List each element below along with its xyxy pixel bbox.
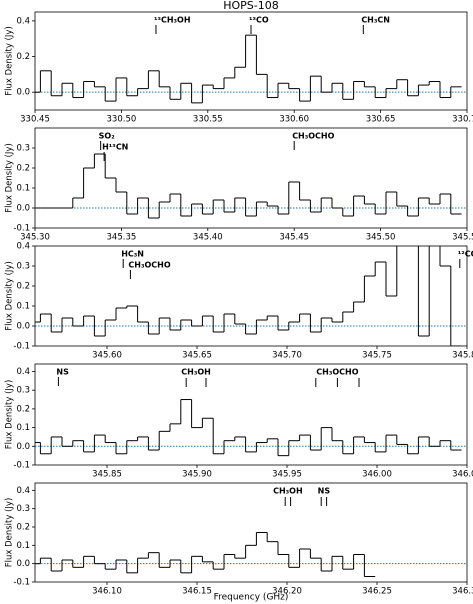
y-tick-label: 0.0	[16, 322, 30, 332]
line-label: ¹³CO	[249, 16, 269, 25]
line-label: CH₃CN	[361, 16, 390, 25]
axes-frame	[34, 245, 468, 347]
x-tick-label: 330.45	[20, 115, 50, 125]
y-tick-label: 0.4	[16, 242, 30, 252]
x-tick-label: 330.50	[107, 115, 137, 125]
x-tick-label: 345.75	[362, 351, 392, 361]
y-tick-label: 0.1	[16, 541, 30, 551]
y-tick-label: 0.0	[16, 559, 30, 569]
x-tick-label: 345.30	[20, 233, 50, 243]
y-axis-label: Flux Density (Jy)	[5, 143, 15, 213]
line-label: HC₃N	[121, 250, 144, 259]
line-label: NS	[318, 487, 331, 496]
x-axis-label: Frequency (GHz)	[214, 593, 289, 603]
line-label: CH₃OH	[181, 368, 211, 377]
x-tick-label: 346.05	[452, 470, 473, 480]
line-label: H¹³CN	[102, 143, 128, 152]
step-connector	[39, 532, 365, 577]
plot-area	[35, 153, 467, 219]
y-tick-label: 0.2	[16, 52, 30, 62]
y-tick-label: -0.1	[13, 342, 30, 352]
y-tick-label: -0.1	[13, 461, 30, 471]
x-tick-label: 346.30	[452, 587, 473, 597]
line-label: CH₃OCHO	[316, 368, 358, 377]
x-tick-label: 345.35	[107, 233, 137, 243]
x-tick-label: 345.85	[92, 470, 122, 480]
x-tick-label: 345.80	[452, 351, 473, 361]
y-tick-label: 0.1	[16, 184, 30, 194]
x-tick-label: 345.90	[182, 470, 212, 480]
x-tick-label: 346.20	[272, 587, 302, 597]
y-tick-label: 0.3	[16, 386, 30, 396]
axes-frame	[34, 363, 468, 466]
plot-area	[35, 532, 467, 577]
x-tick-label: 345.95	[272, 470, 302, 480]
y-tick-label: 0.2	[16, 523, 30, 533]
y-tick-label: -0.1	[13, 578, 30, 588]
line-label: SO₂	[99, 132, 116, 141]
axes-frame	[34, 482, 468, 583]
y-tick-label: 0.4	[16, 16, 30, 26]
y-tick-label: 0.4	[16, 367, 30, 377]
y-axis-label: Flux Density (Jy)	[5, 261, 15, 331]
y-axis-label: Flux Density (Jy)	[5, 380, 15, 450]
x-tick-label: 330.60	[279, 115, 309, 125]
y-axis-label: Flux Density (Jy)	[5, 26, 15, 96]
x-tick-label: 346.15	[182, 587, 212, 597]
y-axis-label: Flux Density (Jy)	[5, 498, 15, 568]
line-label: ¹³CH₃OH	[154, 16, 191, 25]
x-tick-label: 330.65	[366, 115, 396, 125]
x-tick-label: 345.40	[193, 233, 223, 243]
step-connector	[39, 399, 452, 456]
y-tick-label: 0.3	[16, 504, 30, 514]
y-tick-label: 0.2	[16, 404, 30, 414]
line-label: CH₃OH	[273, 487, 303, 496]
line-label: CH₃OCHO	[128, 261, 170, 270]
plot-area	[35, 34, 467, 104]
step-connector	[72, 154, 452, 218]
step-connector	[39, 35, 452, 103]
line-label: ¹²CO	[458, 250, 473, 259]
plot-area	[35, 246, 467, 346]
x-tick-label: 345.55	[452, 233, 473, 243]
axes-frame	[34, 127, 468, 229]
x-tick-label: 346.25	[362, 587, 392, 597]
figure-title: HOPS-108	[223, 0, 279, 12]
plot-area	[35, 399, 467, 457]
x-tick-label: 345.65	[182, 351, 212, 361]
x-tick-label: 345.70	[272, 351, 302, 361]
step-connector	[39, 246, 452, 346]
y-tick-label: 0.4	[16, 486, 30, 496]
x-tick-label: 345.60	[92, 351, 122, 361]
x-tick-label: 345.45	[279, 233, 309, 243]
y-tick-label: 0.0	[16, 204, 30, 214]
line-label: NS	[56, 368, 69, 377]
x-tick-label: 330.55	[193, 115, 223, 125]
x-tick-label: 346.00	[362, 470, 392, 480]
y-tick-label: 0.1	[16, 423, 30, 433]
line-label: CH₃OCHO	[292, 132, 334, 141]
axes-frame	[34, 11, 468, 111]
y-tick-label: 0.1	[16, 302, 30, 312]
x-tick-label: 330.70	[452, 115, 473, 125]
y-tick-label: 0.2	[16, 282, 30, 292]
y-tick-label: 0.3	[16, 262, 30, 272]
x-tick-label: 346.10	[92, 587, 122, 597]
y-tick-label: 0.3	[16, 144, 30, 154]
y-tick-label: 0.0	[16, 442, 30, 452]
y-tick-label: 0.0	[16, 88, 30, 98]
y-tick-label: 0.2	[16, 164, 30, 174]
y-tick-label: -0.1	[13, 224, 30, 234]
x-tick-label: 345.50	[366, 233, 396, 243]
